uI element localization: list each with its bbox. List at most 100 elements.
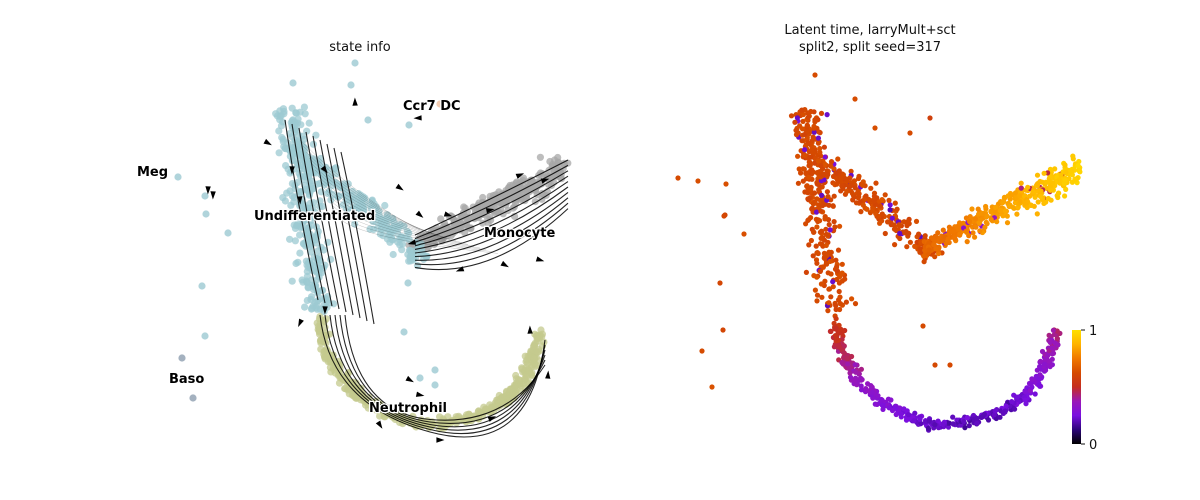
cell-point-undifferentiated: [416, 374, 424, 382]
cell-point-undifferentiated: [202, 210, 210, 218]
cell-point-undifferentiated: [310, 283, 318, 291]
cell-point-latent: [1014, 394, 1020, 400]
cell-point-latent: [1000, 410, 1007, 416]
cell-point-latent: [823, 242, 829, 248]
cell-point-latent: [994, 219, 1000, 225]
velocity-arrowhead: [455, 266, 465, 272]
cell-point-latent: [916, 231, 922, 237]
cell-point-undifferentiated: [329, 191, 337, 199]
cell-point-latent: [832, 333, 839, 339]
cell-point-latent: [974, 420, 980, 426]
cell-point-undifferentiated: [348, 187, 356, 195]
cell-point-latent: [833, 316, 839, 322]
cell-point-neutrophil: [475, 407, 483, 415]
cell-point-latent: [721, 213, 727, 219]
cell-point-latent: [1069, 168, 1075, 174]
streamline-monocyte: [414, 181, 569, 250]
cell-point-latent: [872, 125, 878, 131]
cell-point-latent: [977, 228, 983, 234]
cell-point-undifferentiated: [362, 211, 370, 219]
streamline-monocyte: [414, 186, 569, 254]
cell-point-latent: [983, 219, 989, 225]
cell-point-neutrophil: [495, 398, 503, 407]
cell-point-neutrophil: [351, 390, 359, 398]
cell-point-latent: [819, 294, 825, 300]
cell-point-latent: [1016, 193, 1023, 199]
cell-point-latent: [873, 180, 879, 186]
cell-point-latent: [878, 397, 884, 403]
cell-point-latent: [848, 168, 854, 174]
cell-point-latent: [950, 421, 956, 427]
cell-point-undifferentiated: [404, 279, 412, 287]
cell-point-latent: [809, 167, 815, 173]
cell-point-latent: [976, 211, 982, 217]
cell-point-latent: [970, 230, 976, 236]
streamline-thin: [323, 187, 469, 245]
cell-point-latent: [849, 353, 855, 360]
cell-point-latent: [885, 396, 892, 402]
cell-point-latent: [962, 425, 968, 431]
cell-point-latent: [932, 422, 938, 428]
cell-point-latent: [815, 158, 822, 164]
cell-point-latent: [812, 72, 818, 78]
cell-point-latent: [1014, 211, 1020, 217]
cell-point-latent: [818, 163, 824, 169]
cell-point-latent: [1004, 220, 1011, 226]
cell-point-latent: [805, 140, 812, 146]
cell-point-undifferentiated: [321, 294, 329, 302]
cell-point-neutrophil: [511, 383, 519, 391]
cell-point-monocyte: [457, 219, 465, 227]
cell-point-latent: [826, 222, 832, 228]
state-label-neutrophil: Neutrophil: [369, 401, 447, 416]
cell-point-latent: [891, 226, 898, 232]
cell-point-latent: [998, 207, 1004, 214]
cell-point-latent: [841, 343, 847, 349]
streamline-monocyte: [414, 175, 569, 247]
cell-point-latent: [892, 200, 898, 206]
cell-point-neutrophil: [537, 326, 545, 334]
cell-point-latent: [1029, 376, 1035, 383]
cell-point-latent: [925, 425, 932, 431]
cell-point-latent: [955, 224, 961, 230]
cell-point-latent: [813, 243, 819, 249]
cell-point-undifferentiated: [301, 110, 309, 118]
cell-point-latent: [921, 253, 927, 259]
cell-point-latent: [1036, 382, 1042, 388]
cell-point-undifferentiated: [393, 222, 402, 230]
cell-point-latent: [1070, 156, 1076, 162]
streamline-undifferentiated: [291, 123, 326, 304]
state-label-meg: Meg: [137, 165, 168, 180]
cell-point-latent: [882, 230, 888, 237]
cell-point-latent: [844, 188, 850, 195]
cell-point-latent: [940, 227, 946, 233]
cell-point-latent: [814, 292, 821, 298]
cell-point-latent: [816, 186, 822, 193]
cell-point-undifferentiated: [279, 194, 287, 202]
cell-point-undifferentiated: [311, 236, 319, 244]
cell-point-latent: [1049, 345, 1055, 351]
cell-point-latent: [875, 393, 881, 399]
cell-point-latent: [805, 197, 812, 203]
cell-point-latent: [1037, 358, 1044, 364]
right-panel-title-line-1: Latent time, larryMult+sct: [784, 23, 956, 38]
cell-point-latent: [811, 190, 818, 196]
cell-point-latent: [823, 226, 829, 232]
cell-point-latent: [931, 242, 937, 248]
cell-point-latent: [741, 231, 747, 237]
cell-point-neutrophil: [515, 376, 523, 384]
cell-point-latent: [894, 206, 900, 212]
streamline-monocyte: [414, 208, 569, 271]
cell-point-latent: [1045, 352, 1051, 359]
cell-point-undifferentiated: [364, 116, 372, 124]
cell-point-undifferentiated: [314, 296, 323, 305]
velocity-arrowhead: [487, 416, 497, 422]
cell-point-undifferentiated: [320, 264, 328, 272]
cell-point-latent: [828, 328, 834, 334]
streamline-thin: [308, 157, 439, 236]
cell-point-latent: [835, 247, 842, 253]
cell-point-neutrophil: [534, 348, 542, 356]
cell-point-latent: [957, 231, 963, 237]
cell-point-latent: [891, 222, 897, 228]
cell-point-latent: [839, 270, 845, 276]
cell-point-latent: [1012, 190, 1019, 196]
